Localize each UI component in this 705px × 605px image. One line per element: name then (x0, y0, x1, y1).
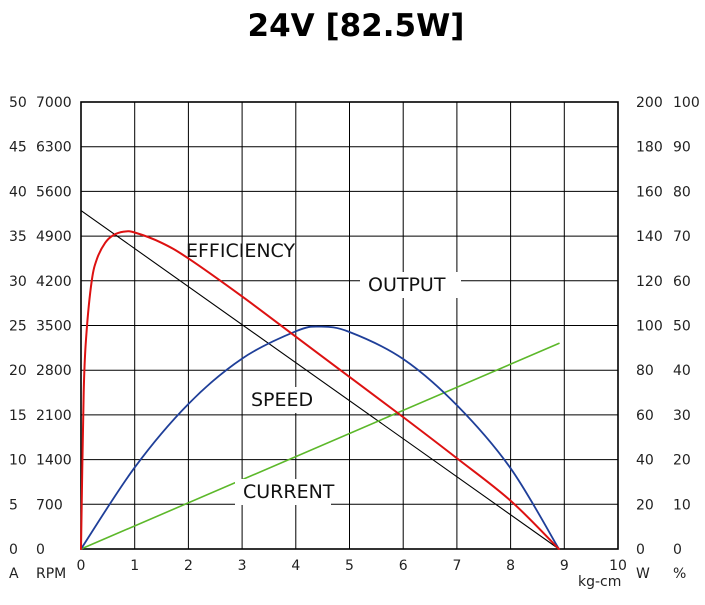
x-tick-label: 1 (130, 558, 139, 574)
output-tick-label: 100 (636, 319, 663, 335)
efficiency-tick-label: 50 (673, 319, 691, 335)
efficiency-label: EFFICIENCY (186, 240, 295, 262)
output-tick-label: 40 (636, 453, 654, 469)
efficiency-tick-label: 40 (673, 363, 691, 379)
output-tick-label: 180 (636, 140, 663, 156)
x-tick-label: 3 (238, 558, 247, 574)
efficiency-tick-label: 90 (673, 140, 691, 156)
annotations: EFFICIENCY OUTPUT SPEED CURRENT (186, 240, 461, 505)
speed-tick-label: 2100 (36, 408, 72, 424)
current-tick-label: 10 (9, 453, 27, 469)
efficiency-tick-label: 80 (673, 184, 691, 200)
output-tick-label: 200 (636, 95, 663, 111)
speed-tick-label: 0 (36, 542, 45, 558)
speed-tick-label: 4900 (36, 229, 72, 245)
current-tick-label: 35 (9, 229, 27, 245)
current-unit-label: A (9, 566, 19, 582)
speed-tick-label: 2800 (36, 363, 72, 379)
current-tick-label: 15 (9, 408, 27, 424)
x-tick-label: 4 (291, 558, 300, 574)
current-tick-label: 5 (9, 497, 18, 513)
current-tick-label: 25 (9, 319, 27, 335)
speed-unit-label: RPM (36, 566, 66, 582)
x-tick-label: 7 (452, 558, 461, 574)
series-layer (80, 210, 560, 550)
speed-tick-label: 3500 (36, 319, 72, 335)
output-tick-label: 80 (636, 363, 654, 379)
output-tick-label: 20 (636, 497, 654, 513)
efficiency-tick-label: 70 (673, 229, 691, 245)
efficiency-tick-label: 0 (673, 542, 682, 558)
output-tick-label: 60 (636, 408, 654, 424)
current-tick-label: 50 (9, 95, 27, 111)
x-tick-label: 2 (184, 558, 193, 574)
annotation-background (360, 272, 461, 298)
current-label: CURRENT (243, 481, 335, 503)
efficiency-unit-label: % (673, 566, 686, 582)
speed-label: SPEED (251, 389, 313, 411)
current-tick-label: 30 (9, 274, 27, 290)
output-curve (80, 325, 560, 550)
efficiency-tick-label: 30 (673, 408, 691, 424)
speed-tick-label: 4200 (36, 274, 72, 290)
x-tick-label: 0 (77, 558, 86, 574)
efficiency-tick-label: 20 (673, 453, 691, 469)
output-label: OUTPUT (368, 274, 446, 296)
speed-tick-label: 6300 (36, 140, 72, 156)
x-tick-label: 6 (399, 558, 408, 574)
speed-curve (80, 210, 560, 550)
annotation-background (235, 479, 331, 505)
speed-tick-label: 5600 (36, 184, 72, 200)
current-tick-label: 45 (9, 140, 27, 156)
x-tick-label: 8 (506, 558, 515, 574)
x-axis-label: kg-cm (578, 574, 621, 590)
output-unit-label: W (636, 566, 650, 582)
chart-title: 24V [82.5W] (248, 8, 465, 44)
current-curve (80, 342, 560, 550)
output-tick-label: 140 (636, 229, 663, 245)
annotation-background (243, 387, 313, 413)
current-tick-label: 40 (9, 184, 27, 200)
speed-tick-label: 700 (36, 497, 63, 513)
speed-tick-label: 7000 (36, 95, 72, 111)
efficiency-tick-label: 60 (673, 274, 691, 290)
current-tick-label: 20 (9, 363, 27, 379)
speed-tick-label: 1400 (36, 453, 72, 469)
grid (80, 101, 619, 550)
efficiency-tick-label: 100 (673, 95, 700, 111)
output-tick-label: 160 (636, 184, 663, 200)
efficiency-tick-label: 10 (673, 497, 691, 513)
efficiency-curve (80, 230, 560, 550)
x-tick-label: 10 (609, 558, 627, 574)
x-tick-label: 9 (560, 558, 569, 574)
current-tick-label: 0 (9, 542, 18, 558)
axis-units: A RPM kg-cm W% (9, 566, 686, 590)
tick-labels: 0 1 2 3 4 5 6 7 8 9 100510152025303540455007001400… (9, 95, 700, 574)
x-tick-label: 5 (345, 558, 354, 574)
output-tick-label: 0 (636, 542, 645, 558)
output-tick-label: 120 (636, 274, 663, 290)
